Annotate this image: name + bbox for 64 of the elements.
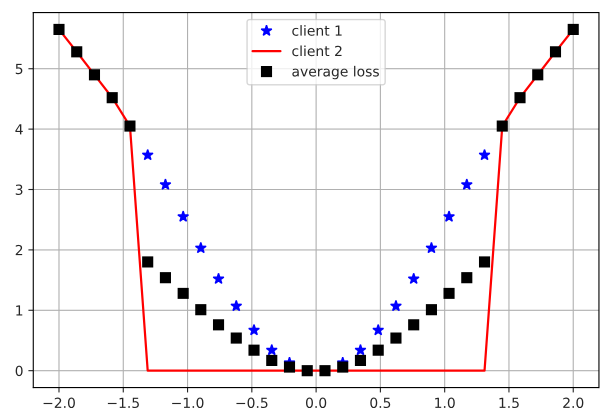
point bbox=[248, 324, 260, 336]
point bbox=[212, 319, 224, 330]
x-tick-label: 0.5 bbox=[370, 398, 390, 408]
point bbox=[372, 324, 384, 336]
point bbox=[532, 69, 544, 80]
point bbox=[550, 46, 562, 58]
point bbox=[230, 300, 242, 312]
point bbox=[496, 120, 508, 132]
point bbox=[71, 46, 82, 58]
point bbox=[425, 242, 438, 254]
point bbox=[319, 365, 331, 376]
point bbox=[160, 272, 171, 284]
x-tick-label: 2.0 bbox=[563, 398, 584, 408]
point bbox=[514, 92, 526, 104]
point bbox=[443, 288, 455, 299]
point bbox=[408, 272, 420, 284]
point bbox=[194, 242, 207, 254]
x-tick-label: −1.5 bbox=[108, 398, 139, 408]
point bbox=[124, 120, 136, 132]
legend-label: average loss bbox=[292, 66, 379, 80]
point bbox=[390, 332, 402, 344]
point bbox=[568, 24, 579, 36]
y-tick-label: 2 bbox=[16, 244, 22, 256]
y-tick-label: 3 bbox=[16, 184, 22, 195]
point bbox=[266, 344, 278, 356]
point bbox=[461, 272, 472, 284]
point bbox=[354, 354, 366, 366]
point bbox=[266, 354, 278, 366]
point bbox=[248, 344, 260, 356]
point bbox=[460, 178, 473, 190]
y-tick-label: 4 bbox=[15, 124, 23, 134]
x-tick-label: −1.0 bbox=[172, 398, 204, 408]
x-tick-label: −2.0 bbox=[44, 398, 75, 408]
point bbox=[354, 344, 366, 356]
x-tick-label: 0.0 bbox=[306, 398, 326, 408]
x-tick-label: −0.5 bbox=[236, 398, 268, 408]
point bbox=[390, 300, 402, 312]
point bbox=[426, 304, 437, 316]
point bbox=[478, 148, 491, 160]
legend-label: client 1 bbox=[292, 25, 342, 36]
point bbox=[337, 361, 348, 373]
point bbox=[53, 24, 65, 36]
x-tick-label: 1.5 bbox=[499, 398, 519, 408]
y-tick-label: 0 bbox=[16, 366, 23, 376]
point bbox=[142, 256, 154, 268]
y-tick-label: 5 bbox=[16, 64, 22, 74]
point bbox=[302, 365, 313, 376]
point bbox=[142, 148, 154, 160]
point bbox=[372, 344, 384, 356]
point bbox=[88, 69, 100, 80]
point bbox=[195, 304, 206, 316]
point bbox=[284, 361, 296, 373]
point bbox=[478, 256, 490, 268]
legend-label: client 2 bbox=[292, 45, 342, 56]
y-tick-label: 1 bbox=[16, 305, 22, 316]
point bbox=[230, 332, 242, 344]
point bbox=[106, 92, 118, 104]
point bbox=[178, 288, 189, 299]
point bbox=[212, 272, 225, 284]
point bbox=[177, 210, 190, 222]
point bbox=[443, 210, 456, 222]
x-tick-label: 1.0 bbox=[435, 398, 455, 408]
point bbox=[159, 178, 172, 190]
point bbox=[408, 319, 420, 330]
